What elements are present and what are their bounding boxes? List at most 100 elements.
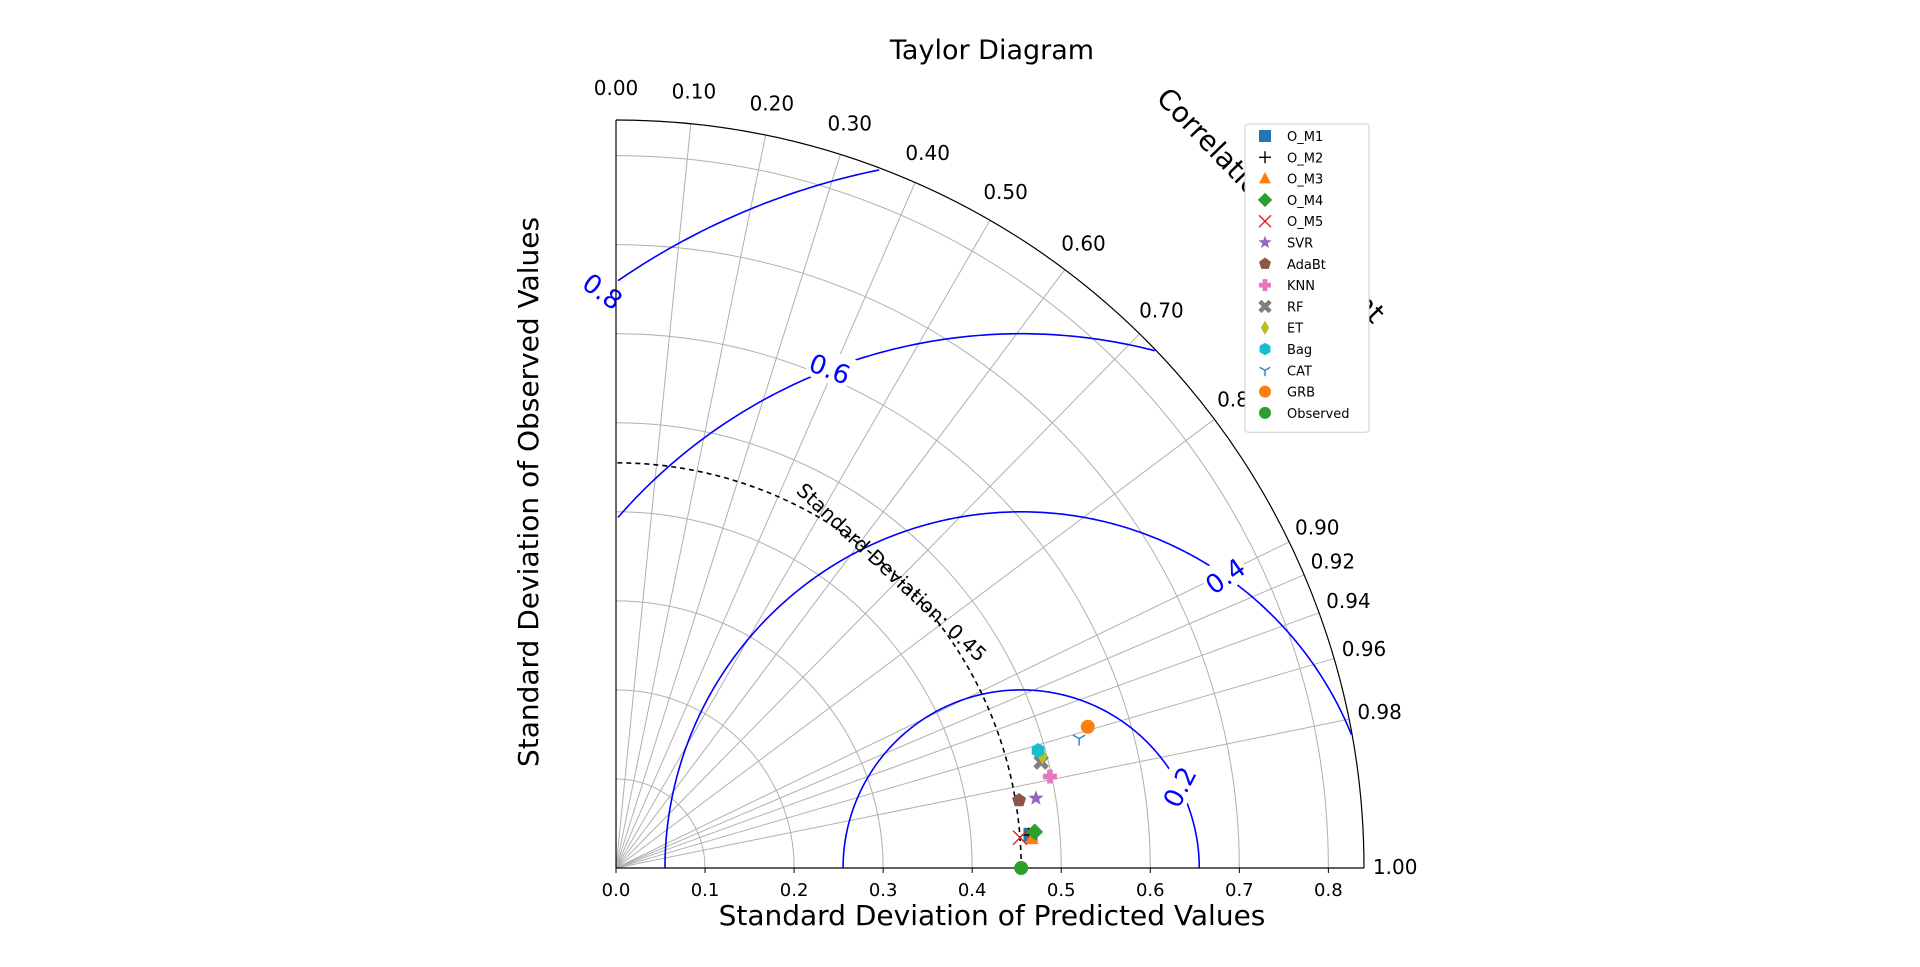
legend-entry-label: O_M5 — [1287, 215, 1323, 230]
legend-marker — [1260, 320, 1270, 335]
std-grid-arc — [615, 333, 1151, 869]
legend-marker — [1259, 279, 1271, 292]
x-tick-label: 0.6 — [1136, 880, 1165, 901]
legend-marker — [1259, 172, 1271, 184]
legend: O_M1 O_M2 O_M3 O_M4 O_M5 SVR AdaBt KNN RF ET Bag CA… — [1244, 123, 1370, 433]
legend-entry-label: RF — [1287, 300, 1304, 315]
legend-marker — [1257, 192, 1273, 208]
rmsd-contour-label: 0.8 — [576, 268, 627, 317]
correlation-tick-label: 0.30 — [827, 112, 872, 136]
correlation-tick-label: 0.60 — [1061, 232, 1106, 256]
legend-marker — [1259, 151, 1271, 164]
data-point-svr — [1028, 790, 1044, 805]
std-grid-arc — [615, 511, 973, 869]
legend-entry-label: Bag — [1287, 343, 1312, 358]
correlation-grid-line — [615, 135, 767, 869]
legend-entry-label: O_M4 — [1287, 194, 1323, 209]
rmsd-contour — [842, 689, 1201, 869]
correlation-grid-line — [615, 658, 1335, 869]
legend-entry-label: KNN — [1287, 279, 1315, 294]
rmsd-contour-label: 0.4 — [1200, 553, 1251, 601]
x-tick-label: 0.1 — [691, 880, 720, 901]
x-tick-label: 0.0 — [602, 880, 631, 901]
reference-std-arc: Standard Deviation: 0.45 — [615, 462, 1022, 869]
data-point-observed — [1014, 861, 1029, 875]
correlation-tick-label: 0.50 — [983, 180, 1028, 204]
rmsd-contour — [664, 511, 1353, 869]
data-point-o-m5 — [1012, 830, 1028, 846]
correlation-tick-label: 0.40 — [905, 141, 950, 165]
legend-marker — [1259, 385, 1271, 398]
legend-marker — [1259, 366, 1271, 377]
y-axis-label: Standard Deviation of Observed Values — [512, 217, 545, 767]
legend-entry-label: SVR — [1287, 237, 1313, 252]
legend-entry-label: GRB — [1287, 386, 1315, 401]
reference-std-dashed-arc — [615, 462, 1022, 869]
legend-box — [1244, 123, 1370, 433]
data-point-adabt — [1012, 792, 1027, 807]
std-grid-arc — [615, 155, 1329, 869]
x-axis-label: Standard Deviation of Predicted Values — [719, 899, 1266, 932]
x-tick-label: 0.8 — [1314, 880, 1343, 901]
correlation-grid-line — [615, 182, 916, 869]
x-tick-label: 0.3 — [869, 880, 898, 901]
correlation-grid-line — [615, 574, 1305, 869]
rmsd-label-bg — [1197, 548, 1252, 601]
legend-marker — [1259, 130, 1271, 142]
correlation-tick-label: 0.90 — [1295, 515, 1340, 539]
correlation-grid-line — [615, 612, 1320, 869]
data-point-o-m3 — [1024, 830, 1039, 845]
correlation-grid-line — [615, 718, 1350, 869]
data-point-knn — [1042, 769, 1057, 784]
chart-title: Taylor Diagram — [889, 35, 1094, 66]
outer-correlation-arc — [615, 119, 1365, 869]
legend-entry-label: CAT — [1287, 364, 1312, 379]
correlation-tick-label: 0.94 — [1326, 589, 1371, 613]
correlation-grid-line — [615, 154, 841, 869]
rmsd-label-bg — [804, 344, 857, 391]
correlation-grid-line — [615, 541, 1290, 869]
correlation-grid-line — [615, 123, 692, 869]
rmsd-contour — [617, 332, 1156, 519]
correlation-grid-line — [615, 219, 991, 869]
correlation-grid-line — [615, 333, 1140, 869]
correlation-tick-label: 0.92 — [1311, 550, 1356, 574]
correlation-tick-label: 0.20 — [750, 92, 795, 116]
std-grid-arc — [615, 244, 1240, 869]
x-tick-label: 0.4 — [958, 880, 987, 901]
legend-entry-label: AdaBt — [1287, 258, 1326, 273]
data-point-et — [1037, 747, 1048, 765]
std-grid-arc — [615, 689, 795, 869]
legend-marker — [1258, 299, 1272, 314]
correlation-tick-label: 1.00 — [1373, 855, 1418, 879]
data-point-cat — [1072, 734, 1086, 746]
legend-entry-label: O_M1 — [1287, 130, 1323, 145]
correlation-tick-label: 0.70 — [1139, 299, 1184, 323]
data-point-o-m4 — [1026, 823, 1044, 841]
legend-entry-label: O_M3 — [1287, 173, 1323, 188]
x-tick-label: 0.2 — [780, 880, 809, 901]
x-tick-label: 0.7 — [1225, 880, 1254, 901]
std-grid-arc — [615, 422, 1062, 869]
legend-entry-label: O_M2 — [1287, 151, 1323, 166]
legend-marker — [1259, 257, 1271, 269]
rmsd-contour — [617, 169, 880, 282]
rmsd-label-bg — [1153, 759, 1203, 814]
rmsd-contour-label: 0.2 — [1158, 762, 1204, 812]
legend-marker — [1258, 214, 1272, 228]
legend-marker — [1259, 342, 1271, 356]
std-grid-arc — [615, 600, 884, 869]
legend-marker — [1259, 406, 1271, 419]
legend-entry-label: ET — [1287, 322, 1303, 337]
correlation-grid-line — [615, 418, 1215, 869]
x-tick-label: 0.5 — [1047, 880, 1076, 901]
correlation-tick-label: 0.98 — [1357, 700, 1402, 724]
correlation-tick-label: 0.10 — [672, 80, 717, 104]
grid — [615, 123, 1350, 869]
rmsd-contours: 0.20.40.60.8 — [576, 169, 1353, 869]
correlation-tick-label: 0.96 — [1342, 637, 1387, 661]
legend-marker — [1258, 235, 1272, 249]
legend-entry-label: Observed — [1287, 407, 1350, 422]
